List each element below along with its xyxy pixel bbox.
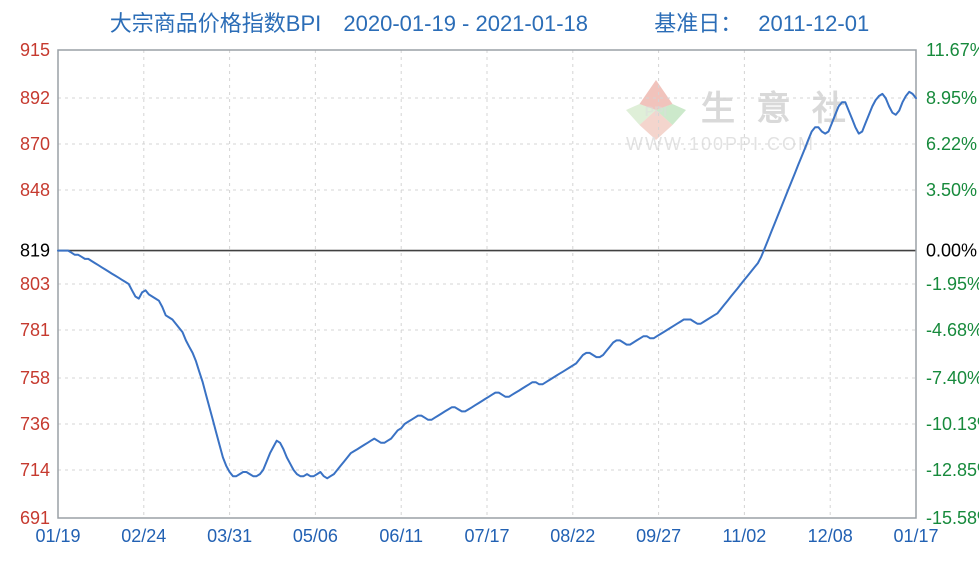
y-right-tick: 6.22% xyxy=(926,134,977,154)
y-left-tick: 758 xyxy=(20,368,50,388)
y-left-tick: 714 xyxy=(20,460,50,480)
y-left-tick: 736 xyxy=(20,414,50,434)
x-tick: 08/22 xyxy=(550,526,595,546)
bpi-line-chart: PPI生 意 社WWW.100PPI.COM91511.67%8928.95%8… xyxy=(0,0,979,565)
y-right-tick: -15.58% xyxy=(926,508,979,528)
y-left-tick: 915 xyxy=(20,40,50,60)
y-left-tick: 781 xyxy=(20,320,50,340)
y-right-tick: -4.68% xyxy=(926,320,979,340)
x-tick: 03/31 xyxy=(207,526,252,546)
x-tick: 02/24 xyxy=(121,526,166,546)
x-tick: 07/17 xyxy=(464,526,509,546)
x-tick: 09/27 xyxy=(636,526,681,546)
watermark-brand: 生 意 社 xyxy=(701,90,852,128)
y-left-tick: 819 xyxy=(20,241,50,261)
y-right-tick: 3.50% xyxy=(926,180,977,200)
y-left-tick: 691 xyxy=(20,508,50,528)
y-right-tick: -1.95% xyxy=(926,274,979,294)
y-right-tick: 11.67% xyxy=(926,40,979,60)
svg-text:PPI: PPI xyxy=(645,103,668,119)
x-tick: 01/19 xyxy=(35,526,80,546)
y-right-tick: -10.13% xyxy=(926,414,979,434)
y-right-tick: 0.00% xyxy=(926,241,977,261)
y-left-tick: 870 xyxy=(20,134,50,154)
y-right-tick: -7.40% xyxy=(926,368,979,388)
y-left-tick: 803 xyxy=(20,274,50,294)
x-tick: 11/02 xyxy=(723,526,767,546)
y-right-tick: 8.95% xyxy=(926,88,977,108)
x-tick: 01/17 xyxy=(893,526,938,546)
y-left-tick: 848 xyxy=(20,180,50,200)
x-tick: 06/11 xyxy=(379,526,423,546)
y-right-tick: -12.85% xyxy=(926,460,979,480)
x-tick: 05/06 xyxy=(293,526,338,546)
x-tick: 12/08 xyxy=(808,526,853,546)
y-left-tick: 892 xyxy=(20,88,50,108)
